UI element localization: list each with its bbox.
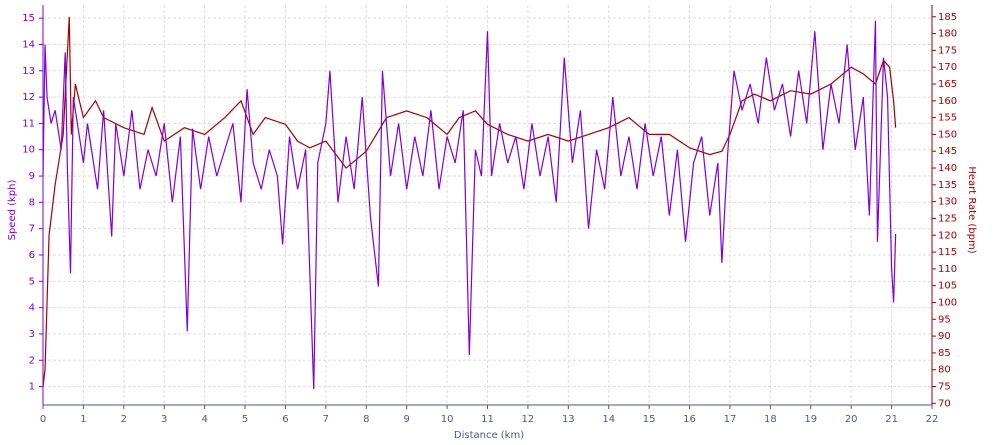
x-tick-label: 5 (242, 414, 248, 425)
y2-tick-label: 75 (938, 382, 951, 393)
x-tick-label: 6 (282, 414, 288, 425)
x-tick-label: 13 (562, 414, 575, 425)
y2-tick-label: 70 (938, 398, 951, 409)
x-tick-label: 0 (40, 414, 46, 425)
y2-tick-label: 150 (938, 129, 957, 140)
x-tick-label: 16 (683, 414, 696, 425)
x-tick-label: 8 (363, 414, 369, 425)
y2-tick-label: 165 (938, 79, 957, 90)
y2-axis-title: Heart Rate (bpm) (966, 166, 977, 253)
y2-tick-label: 185 (938, 12, 957, 23)
y2-tick-label: 100 (938, 297, 957, 308)
y-tick-label: 12 (22, 92, 35, 103)
y2-tick-label: 105 (938, 281, 957, 292)
y-tick-label: 14 (22, 39, 35, 50)
y2-tick-label: 115 (938, 247, 957, 258)
series-line (42, 16, 897, 387)
y2-tick-label: 155 (938, 113, 957, 124)
series-line (42, 20, 897, 390)
y-tick-label: 15 (22, 13, 35, 24)
x-tick-label: 4 (201, 414, 207, 425)
y-tick-label: 10 (22, 145, 35, 156)
y2-tick-label: 80 (938, 365, 951, 376)
y2-tick-label: 175 (938, 45, 957, 56)
x-axis-title: Distance (km) (454, 430, 524, 441)
y2-tick-label: 180 (938, 29, 957, 40)
x-tick-label: 3 (161, 414, 167, 425)
y2-tick-label: 130 (938, 197, 957, 208)
x-tick-label: 7 (323, 414, 329, 425)
x-tick-label: 18 (764, 414, 777, 425)
x-tick-label: 14 (602, 414, 615, 425)
y-tick-label: 3 (29, 329, 35, 340)
y-tick-label: 7 (29, 224, 35, 235)
y-tick-label: 1 (29, 382, 35, 393)
y-tick-label: 2 (29, 355, 35, 366)
y-tick-label: 9 (29, 171, 35, 182)
x-tick-label: 19 (804, 414, 817, 425)
y2-tick-label: 90 (938, 331, 951, 342)
y2-tick-label: 85 (938, 348, 951, 359)
x-tick-label: 9 (403, 414, 409, 425)
y2-tick-label: 145 (938, 146, 957, 157)
y2-tick-label: 120 (938, 230, 957, 241)
y2-tick-label: 135 (938, 180, 957, 191)
x-tick-label: 10 (441, 414, 454, 425)
x-tick-label: 20 (845, 414, 858, 425)
x-tick-label: 12 (522, 414, 535, 425)
y2-tick-label: 140 (938, 163, 957, 174)
y-tick-label: 5 (29, 276, 35, 287)
y-tick-label: 4 (29, 303, 35, 314)
y2-tick-label: 160 (938, 96, 957, 107)
y-tick-label: 11 (22, 118, 35, 129)
x-tick-label: 1 (80, 414, 86, 425)
x-tick-label: 21 (885, 414, 898, 425)
y-tick-label: 13 (22, 66, 35, 77)
y2-tick-label: 95 (938, 314, 951, 325)
x-tick-label: 11 (481, 414, 494, 425)
y-tick-label: 6 (29, 250, 35, 261)
x-tick-label: 15 (643, 414, 656, 425)
y-axis-title: Speed (kph) (7, 180, 18, 241)
x-tick-label: 2 (121, 414, 127, 425)
x-tick-label: 17 (724, 414, 737, 425)
y2-tick-label: 125 (938, 213, 957, 224)
y2-tick-label: 170 (938, 62, 957, 73)
x-tick-label: 22 (926, 414, 939, 425)
y2-tick-label: 110 (938, 264, 957, 275)
y-tick-label: 8 (29, 197, 35, 208)
